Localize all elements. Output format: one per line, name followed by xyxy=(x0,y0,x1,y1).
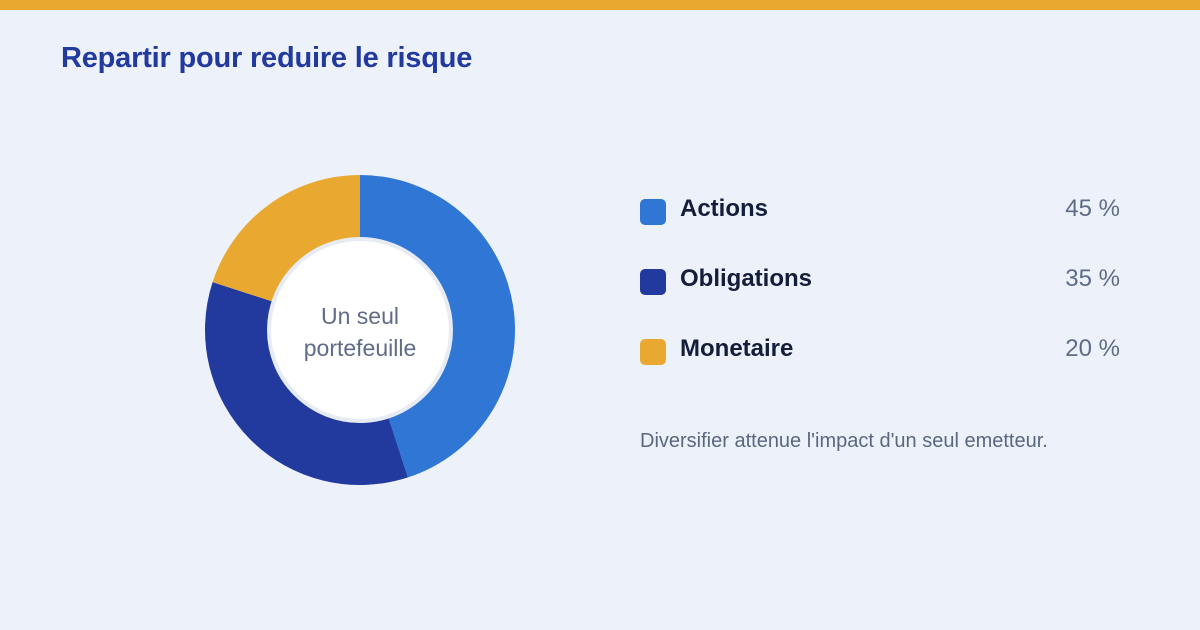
legend-swatch-obligations xyxy=(640,269,666,295)
legend-item-monetaire: Monetaire 20 % xyxy=(640,330,1120,400)
legend-label-actions: Actions xyxy=(680,195,769,222)
page-title: Repartir pour reduire le risque xyxy=(61,42,473,74)
footnote: Diversifier attenue l'impact d'un seul e… xyxy=(640,430,1048,452)
legend-item-obligations: Obligations 35 % xyxy=(640,260,1120,330)
legend-value-obligations: 35 % xyxy=(1065,265,1120,292)
legend: Actions 45 % Obligations 35 % Monetaire … xyxy=(640,190,1120,400)
legend-swatch-actions xyxy=(640,199,666,225)
donut-hole xyxy=(267,237,453,423)
donut-center-label: Un seul portefeuille xyxy=(303,303,417,361)
legend-value-actions: 45 % xyxy=(1065,195,1120,222)
legend-label-obligations: Obligations xyxy=(680,265,812,292)
legend-item-actions: Actions 45 % xyxy=(640,190,1120,260)
top-accent-bar xyxy=(0,0,1200,10)
legend-label-monetaire: Monetaire xyxy=(680,335,794,362)
donut-chart xyxy=(205,175,515,485)
legend-swatch-monetaire xyxy=(640,339,666,365)
legend-value-monetaire: 20 % xyxy=(1065,335,1120,362)
